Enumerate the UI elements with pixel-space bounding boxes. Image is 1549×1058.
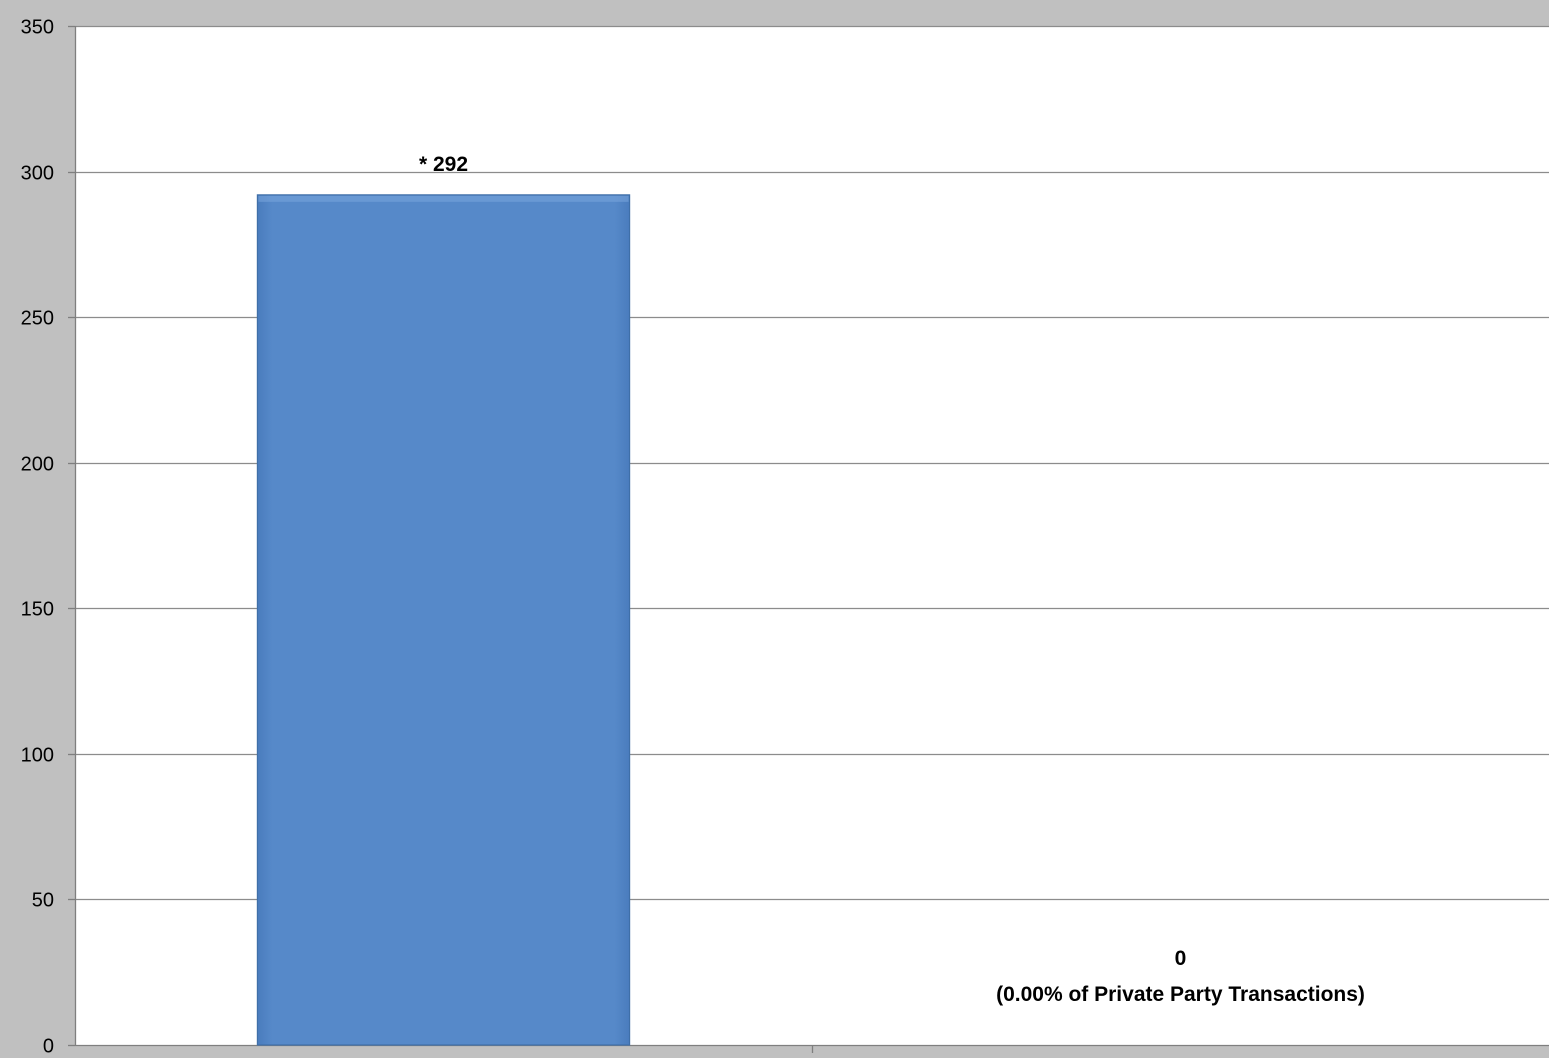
y-tick-label: 300 [21,163,54,185]
y-tick-label: 250 [21,308,54,330]
bar [256,194,631,1046]
y-tick-label: 200 [21,454,54,476]
data-label: 0 [1175,947,1187,970]
x-axis [75,1044,1549,1053]
y-axis: 0 50 100 150 200 250 300 350 [21,17,77,1058]
y-tick-label: 150 [21,599,54,621]
data-label: (0.00% of Private Party Transactions) [996,983,1365,1006]
y-tick-label: 0 [43,1036,54,1058]
data-label: * 292 [419,153,468,176]
y-tick-label: 100 [21,745,54,767]
bar-highlight [258,195,629,202]
y-tick-label: 350 [21,17,54,39]
bars [256,194,631,1046]
y-tick-label: 50 [32,890,54,912]
data-labels: * 292 0 (0.00% of Private Party Transactio… [419,153,1365,1006]
